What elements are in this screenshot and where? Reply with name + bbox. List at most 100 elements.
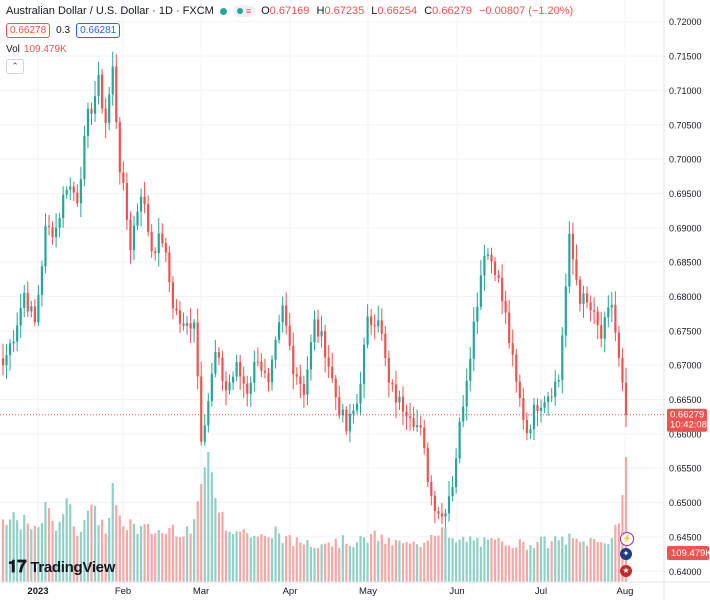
candle-body (479, 275, 482, 307)
volume-bar (518, 539, 521, 582)
candle-body (69, 186, 72, 190)
high-label: H (316, 5, 325, 17)
volume-bar (593, 538, 596, 582)
volume-bar (352, 547, 355, 582)
volume-bar (614, 524, 617, 582)
volume-bar (200, 483, 203, 582)
volume-bar (249, 537, 252, 582)
volume-bar (30, 529, 33, 582)
volume-bar (430, 534, 433, 582)
volume-bar (90, 504, 93, 582)
candle-body (550, 396, 553, 398)
volume-bar (532, 548, 536, 582)
volume-bar (511, 548, 514, 582)
candle-body (380, 320, 383, 334)
buy-button[interactable]: 0.66281 (76, 23, 121, 38)
candle-body (359, 383, 362, 404)
price-axis[interactable]: 0.72000 0.71500 0.71000 0.70500 0.70000 0.695… (669, 17, 702, 577)
candle-body (398, 396, 401, 403)
volume-bar (196, 501, 199, 582)
sell-button[interactable]: 0.66278 (6, 23, 51, 38)
candle-body (518, 381, 521, 399)
volume-bar (348, 545, 351, 582)
live-dot-icon (236, 8, 243, 14)
candle-body (1, 358, 5, 366)
volume-bar (423, 542, 426, 582)
lightning-icon[interactable]: ⚡ (620, 532, 634, 546)
candle-body (440, 513, 444, 517)
volume-bar (447, 537, 451, 582)
volume-bar (440, 527, 444, 582)
volume-bar (157, 530, 160, 582)
candle-body (263, 370, 267, 373)
candle-body (313, 319, 316, 343)
candle-body (299, 376, 302, 384)
volume-bar (384, 543, 387, 582)
volume-bar (1, 519, 5, 582)
candle-body (154, 251, 157, 254)
last-price-value: 0.66279 (670, 410, 704, 421)
menu-icon: ≡ (245, 6, 252, 16)
volume-bar (104, 533, 107, 582)
volume-bar (316, 548, 320, 582)
candle-body (214, 352, 217, 374)
volume-bar (161, 533, 164, 582)
time-tick-label: Jul (535, 586, 547, 597)
symbol-title[interactable]: Australian Dollar / U.S. Dollar · 1D · F… (6, 5, 214, 17)
volume-legend-label[interactable]: Vol (6, 44, 20, 55)
volume-bar (228, 531, 231, 582)
volume-bar (76, 535, 79, 582)
candle-body (568, 233, 571, 287)
volume-bar (362, 537, 366, 582)
volume-bar (377, 540, 380, 582)
candle-body (253, 361, 256, 383)
price-tick-label: 0.69500 (669, 189, 702, 199)
market-status-icon (219, 7, 227, 15)
trade-buttons: 0.66278 0.3 0.66281 (6, 23, 121, 38)
flag-us-icon[interactable]: ★ (620, 565, 632, 577)
candle-body (122, 172, 125, 183)
volume-bar (536, 542, 539, 582)
volume-bar (69, 504, 72, 582)
candle-body (309, 342, 313, 370)
volume-bar (331, 546, 334, 582)
volume-bar (476, 537, 479, 582)
candle-body (589, 302, 592, 311)
candle-body (239, 362, 242, 377)
volume-bar (575, 538, 578, 582)
volume-bar (182, 536, 185, 582)
candle-body (33, 306, 36, 323)
candle-body (345, 409, 348, 432)
high-value: 0.67235 (324, 5, 365, 17)
candle-body (426, 447, 429, 482)
candle-body (454, 458, 458, 488)
volume-bar (408, 543, 412, 582)
tradingview-logo[interactable]: 𝟏𝟕 TradingView (8, 557, 115, 577)
volume-bar (164, 533, 167, 582)
collapse-legend-button[interactable]: ⌃ (6, 59, 24, 74)
candle-body (231, 376, 235, 383)
tradingview-logo-icon: 𝟏𝟕 (8, 557, 27, 576)
volume-bar (37, 527, 40, 582)
candle-body (352, 410, 355, 415)
volume-bar (380, 534, 383, 582)
volume-bar (522, 541, 525, 582)
candle-body (532, 404, 536, 430)
candle-body (235, 362, 238, 377)
candle-body (624, 382, 628, 415)
time-tick-label: Aug (617, 586, 634, 597)
tradingview-logo-text: TradingView (30, 558, 116, 576)
price-tick-label: 0.68500 (669, 258, 702, 268)
volume-bar (462, 536, 465, 582)
candle-body (178, 310, 182, 324)
time-axis[interactable]: 2023 Feb Mar Apr May Jun Jul Aug (27, 586, 633, 597)
candle-body (394, 384, 398, 403)
flag-au-icon[interactable]: ✦ (620, 548, 632, 560)
volume-bar (171, 524, 175, 582)
candle-body (596, 311, 599, 326)
volume-bar (51, 520, 54, 582)
last-price-label (667, 408, 707, 432)
candle-body (405, 411, 408, 417)
data-status-pill[interactable]: ≡ (232, 5, 256, 17)
